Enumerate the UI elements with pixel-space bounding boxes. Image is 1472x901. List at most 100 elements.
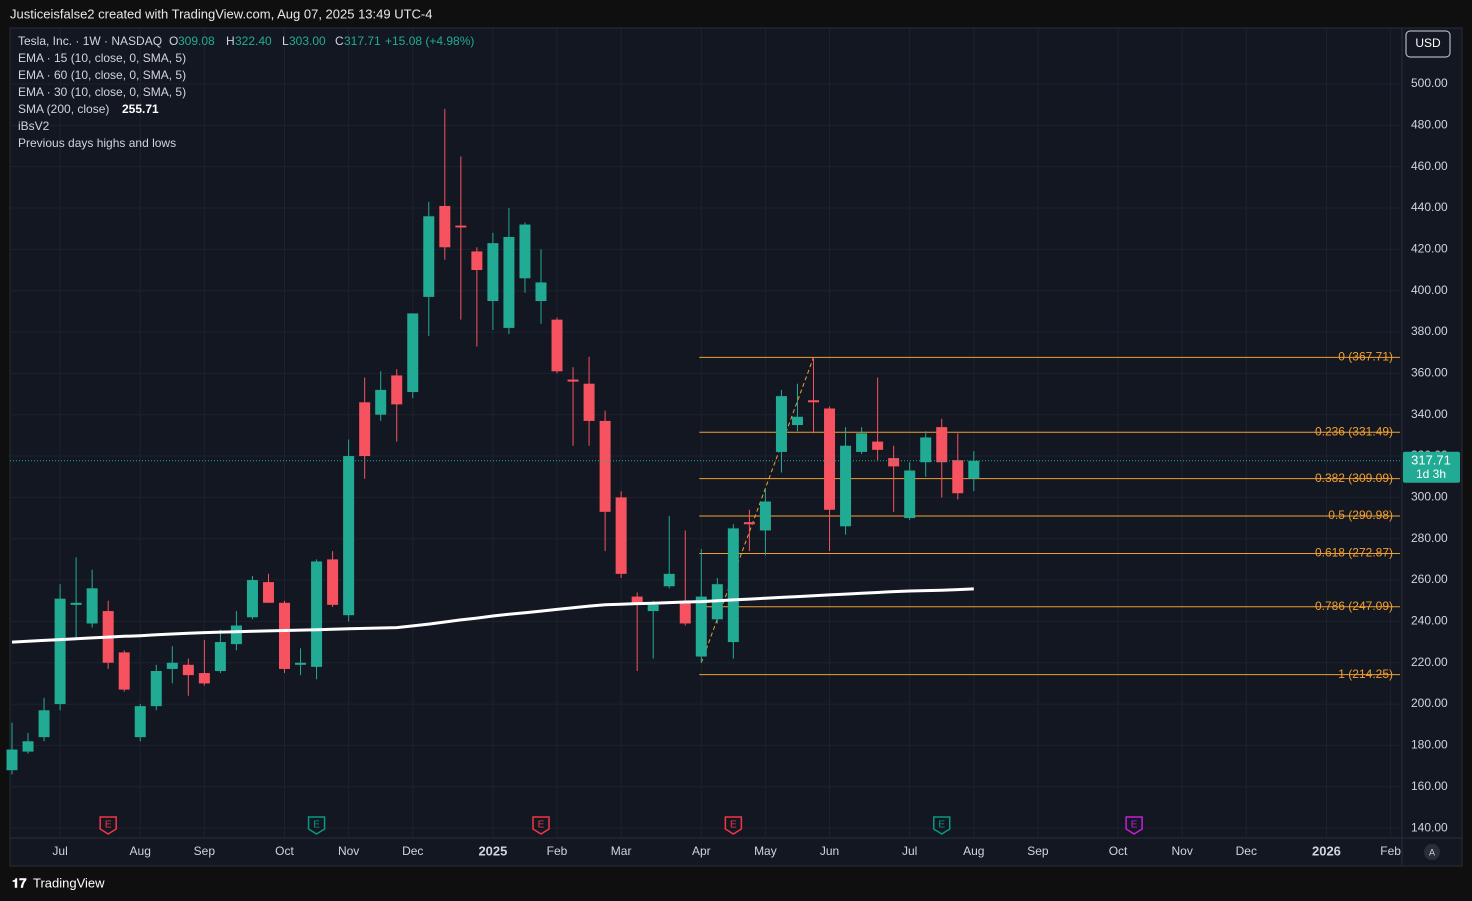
fib-label: 0.786 (247.09): [1315, 599, 1393, 613]
candle-body: [583, 383, 595, 421]
logo-mark: 𝟏𝟕: [12, 875, 27, 890]
candle-body: [471, 251, 483, 271]
candle-body: [6, 749, 18, 771]
x-tick-label: 2026: [1312, 843, 1341, 858]
event-label: E: [313, 820, 320, 831]
fib-label: 0.618 (272.87): [1315, 546, 1393, 560]
x-tick-label: Jul: [52, 844, 67, 858]
candle-body: [182, 664, 194, 676]
legend-indicator: EMA · 15 (10, close, 0, SMA, 5): [18, 51, 186, 65]
candle-body: [166, 662, 178, 669]
y-tick-label: 180.00: [1411, 738, 1448, 752]
candle-body: [695, 596, 707, 657]
x-tick-label: Jul: [902, 844, 917, 858]
candle-body: [615, 497, 627, 574]
y-tick-label: 140.00: [1411, 820, 1448, 834]
candle-body: [22, 741, 34, 752]
event-marker: [532, 816, 550, 835]
candle-body: [663, 573, 675, 587]
y-tick-label: 240.00: [1411, 614, 1448, 628]
candle-body: [343, 456, 355, 616]
legend-change: +15.08 (+4.98%): [385, 34, 474, 48]
legend-o: 309.08: [178, 34, 215, 48]
candle-body: [391, 375, 403, 405]
event-label: E: [105, 820, 112, 831]
x-tick-label: Feb: [1380, 844, 1401, 858]
candle-body: [743, 522, 755, 525]
y-tick-label: 360.00: [1411, 366, 1448, 380]
y-tick-label: 400.00: [1411, 283, 1448, 297]
candle-body: [808, 400, 819, 403]
event-label: E: [538, 820, 545, 831]
legend-h: 322.40: [235, 34, 272, 48]
y-tick-label: 260.00: [1411, 572, 1448, 586]
auto-label[interactable]: A: [1429, 847, 1435, 857]
candle-body: [840, 445, 852, 527]
legend-o-label: O: [169, 34, 178, 48]
candle-body: [775, 396, 787, 452]
sma-line: [11, 587, 974, 644]
event-marker: [307, 816, 326, 835]
candle-body: [246, 580, 258, 618]
x-tick-label: Jun: [820, 844, 839, 858]
candle-body: [936, 427, 948, 463]
y-tick-label: 220.00: [1411, 655, 1448, 669]
legend-sma: SMA (200, close): [18, 102, 109, 116]
candle-body: [503, 236, 515, 328]
candle-body: [759, 501, 771, 531]
candle-body: [856, 433, 868, 452]
ui: Justiceisfalse2 created with TradingView…: [10, 6, 1451, 890]
x-tick-label: Nov: [338, 844, 359, 858]
x-tick-label: Mar: [611, 844, 632, 858]
legend-indicator: EMA · 60 (10, close, 0, SMA, 5): [18, 68, 186, 82]
x-tick-label: Aug: [963, 844, 984, 858]
x-tick-label: Aug: [130, 844, 151, 858]
candle-body: [279, 602, 291, 669]
plot: [6, 108, 1402, 775]
event-marker: [724, 816, 743, 835]
candle-body: [214, 642, 226, 671]
event-marker: [1125, 816, 1143, 835]
currency[interactable]: USD: [1415, 36, 1441, 50]
y-tick-label: 340.00: [1411, 407, 1448, 421]
currency-button[interactable]: [1405, 30, 1451, 58]
x-tick-label: May: [754, 844, 777, 858]
candle-body: [631, 596, 643, 603]
candle-body: [920, 437, 932, 463]
legend-h-label: H: [226, 34, 235, 48]
candle-body: [150, 670, 162, 707]
y-tick-label: 380.00: [1411, 324, 1448, 338]
x-tick-label: Dec: [402, 844, 423, 858]
candle-body: [679, 602, 691, 624]
candle-body: [952, 460, 964, 494]
candle-body: [70, 602, 82, 605]
candle-body: [439, 205, 451, 248]
y-tick-label: 280.00: [1411, 531, 1448, 545]
y-tick-label: 300.00: [1411, 490, 1448, 504]
candle-body: [647, 604, 659, 612]
candle-body: [968, 460, 980, 479]
candle-body: [599, 420, 611, 512]
y-tick-label: 200.00: [1411, 696, 1448, 710]
fib-label: 1 (214.25): [1338, 667, 1393, 681]
candle-body: [311, 561, 323, 667]
candle-body: [535, 282, 547, 302]
countdown: 1d 3h: [1416, 467, 1446, 481]
price-tag: [1403, 451, 1460, 483]
x-tick-label: Feb: [547, 844, 568, 858]
candle-body: [519, 224, 531, 279]
candle-body: [262, 582, 274, 603]
y-tick-label: 160.00: [1411, 779, 1448, 793]
candle-body: [904, 470, 916, 519]
grid: [10, 28, 1402, 838]
event-marker: [99, 816, 117, 835]
candle-body: [727, 528, 739, 643]
fib-label: 0.382 (309.09): [1315, 471, 1393, 485]
candle-body: [198, 673, 210, 684]
auto-button[interactable]: [1424, 844, 1440, 860]
candle-body: [551, 319, 563, 372]
y-tick-label: 460.00: [1411, 159, 1448, 173]
y-tick-label: 440.00: [1411, 200, 1448, 214]
price-tag-value: 317.71: [1411, 453, 1451, 468]
